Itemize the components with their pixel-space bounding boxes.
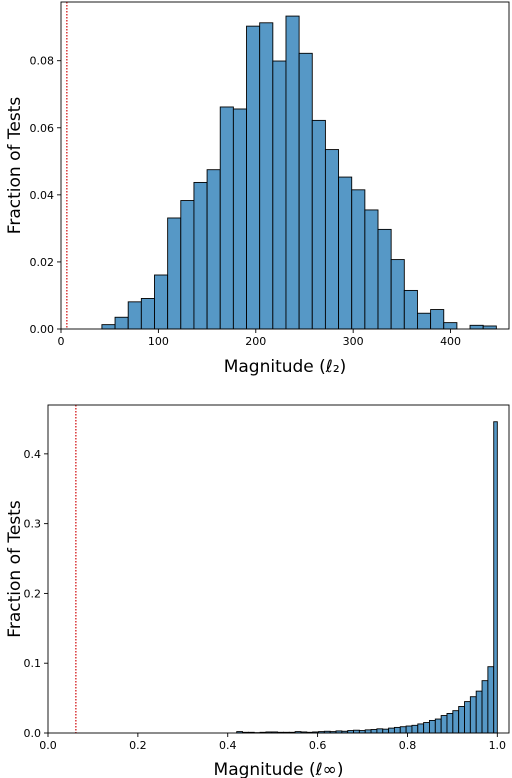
y-tick-label: 0.08 [30, 55, 55, 68]
bar [440, 715, 448, 734]
y-axis-label: Fraction of Tests [5, 97, 25, 235]
bar [364, 729, 372, 734]
y-tick-label: 0.06 [30, 122, 55, 135]
bar [405, 725, 413, 734]
chart-2: 0.0 0.2 0.4 0.6 0.8 1.0 0.0 0.1 0.2 0.3 0.4 Magnitu… [5, 404, 510, 778]
bar [259, 22, 274, 330]
x-tick-label: 0 [58, 335, 65, 348]
bar [232, 108, 247, 330]
bar [180, 200, 195, 330]
bar [469, 696, 477, 734]
y-tick-label: 0.4 [24, 448, 42, 461]
x-tick-label: 1.0 [489, 739, 507, 752]
bars [101, 15, 497, 330]
bar [377, 228, 392, 330]
y-tick-label: 0.2 [24, 587, 42, 600]
bar [481, 680, 489, 734]
bars [236, 421, 498, 734]
y-axis-label: Fraction of Tests [5, 500, 25, 638]
bar [487, 666, 495, 734]
x-tick-label: 0.2 [129, 739, 147, 752]
x-tick-label: 200 [245, 335, 266, 348]
bar [193, 181, 208, 330]
x-tick-label: 300 [343, 335, 364, 348]
bar [272, 60, 287, 330]
bar [338, 176, 353, 330]
bar [475, 690, 483, 734]
bar [417, 312, 432, 330]
y-tick-label: 0.3 [24, 518, 42, 531]
bar [464, 701, 471, 734]
x-axis-label: Magnitude (ℓ∞) [214, 760, 344, 778]
chart-1: 0 100 200 300 400 0.00 0.02 0.04 0.06 0.08 Magnitu… [5, 1, 510, 377]
x-tick-label: 0.6 [309, 739, 327, 752]
bar [403, 289, 418, 330]
bar [370, 729, 378, 734]
bar [446, 713, 454, 734]
bar [167, 217, 182, 330]
bar [390, 259, 405, 330]
bar [114, 316, 129, 330]
bar [219, 106, 234, 330]
y-tick-label: 0.0 [24, 727, 42, 740]
bar [469, 324, 484, 330]
bar [458, 706, 465, 734]
bar [423, 722, 430, 734]
x-tick-label: 100 [148, 335, 169, 348]
bar [154, 274, 169, 330]
x-tick-label: 0.0 [39, 739, 57, 752]
bar [246, 25, 261, 330]
bar [140, 298, 155, 330]
bar [393, 726, 401, 734]
bar [101, 324, 116, 330]
bar [417, 723, 425, 734]
bar [430, 309, 445, 330]
bar [493, 421, 498, 734]
x-tick-label: 0.4 [219, 739, 237, 752]
bar [376, 728, 384, 734]
bar [285, 15, 300, 330]
bar [311, 119, 326, 330]
x-tick-label: 400 [440, 335, 461, 348]
bar [382, 728, 390, 734]
bar [298, 52, 313, 330]
y-tick-label: 0.02 [30, 256, 55, 269]
bar [351, 189, 366, 330]
bar [324, 149, 340, 330]
bar [206, 169, 221, 330]
plot-frame [60, 1, 510, 330]
y-tick-label: 0.1 [24, 657, 42, 670]
bar [388, 727, 395, 734]
bar [482, 325, 497, 330]
y-tick-label: 0.04 [30, 189, 55, 202]
x-axis-label: Magnitude (ℓ₂) [224, 357, 347, 377]
bar [443, 322, 458, 330]
bar [429, 719, 436, 734]
bar [399, 726, 407, 734]
plot-frame [47, 404, 510, 734]
x-tick-label: 0.8 [399, 739, 417, 752]
bar [364, 209, 379, 330]
bar [411, 724, 419, 734]
bar [434, 718, 442, 734]
bar [452, 710, 460, 734]
bar [127, 301, 142, 330]
y-tick-label: 0.00 [30, 323, 55, 336]
